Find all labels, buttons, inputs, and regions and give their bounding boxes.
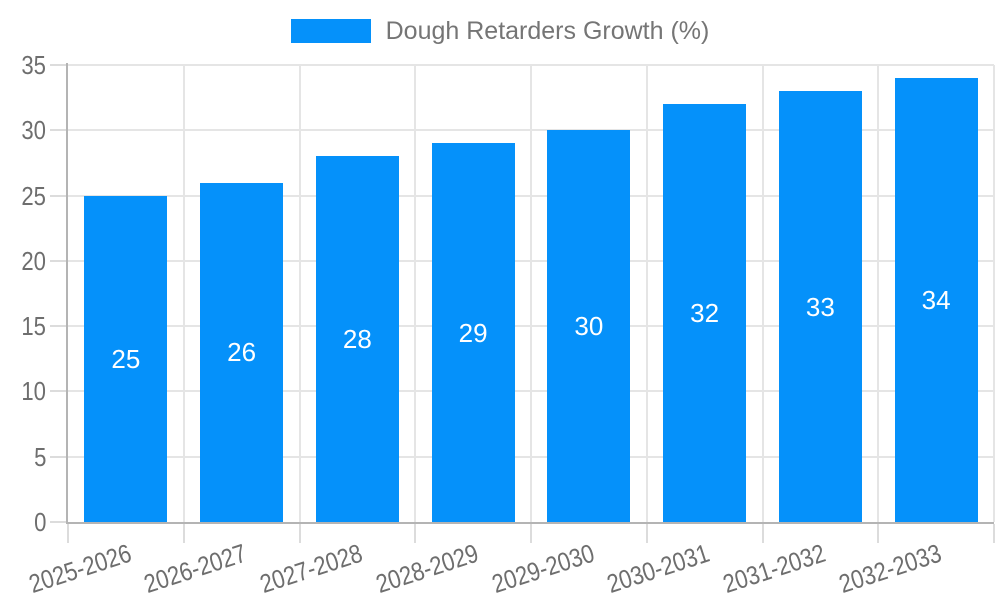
y-axis-label: 30: [21, 115, 46, 146]
x-axis-line: [66, 522, 994, 524]
x-axis-label: 2027-2028: [256, 537, 367, 599]
v-gridline: [298, 65, 301, 522]
bar-value-label: 29: [458, 317, 488, 348]
y-axis-label: 20: [21, 245, 46, 276]
bar[interactable]: [778, 91, 862, 522]
bar[interactable]: [315, 156, 399, 522]
y-tick: [50, 521, 68, 523]
bar-value-label: 34: [921, 285, 951, 316]
bar[interactable]: [894, 78, 978, 522]
bar[interactable]: [663, 104, 747, 522]
x-tick: [761, 524, 764, 543]
v-gridline: [761, 65, 764, 522]
legend-label: Dough Retarders Growth (%): [385, 17, 710, 45]
bar[interactable]: [431, 143, 515, 522]
y-tick: [50, 259, 68, 262]
x-axis-label: 2026-2027: [140, 537, 251, 599]
x-tick: [298, 524, 301, 543]
v-gridline: [877, 65, 880, 522]
bar-value-label: 32: [690, 298, 720, 329]
x-axis-label: 2028-2029: [371, 537, 482, 599]
bar-value-label: 33: [805, 291, 835, 322]
x-tick: [67, 524, 69, 543]
bar-value-label: 30: [574, 311, 604, 342]
y-axis-label: 35: [21, 50, 46, 80]
x-axis-label: 2030-2031: [603, 537, 714, 599]
y-tick: [50, 194, 68, 197]
y-tick: [50, 390, 68, 393]
bar-value-label: 26: [227, 337, 257, 368]
v-gridline: [182, 65, 185, 522]
x-axis-label: 2025-2026: [24, 537, 135, 599]
y-tick: [50, 455, 68, 458]
v-gridline: [645, 65, 648, 522]
x-axis-label: 2029-2030: [487, 537, 598, 599]
bar[interactable]: [200, 182, 284, 522]
v-gridline: [414, 65, 417, 522]
y-axis-label: 10: [21, 376, 46, 407]
x-axis-label: 2032-2033: [834, 537, 945, 599]
y-tick: [50, 129, 68, 132]
bar[interactable]: [84, 195, 168, 522]
y-tick: [50, 325, 68, 328]
y-axis-label: 5: [33, 441, 46, 472]
legend-swatch: [290, 19, 371, 43]
x-tick: [993, 524, 995, 543]
bar-value-label: 28: [342, 324, 372, 355]
x-tick: [645, 524, 648, 543]
x-tick: [530, 524, 532, 543]
legend[interactable]: Dough Retarders Growth (%): [0, 16, 1000, 46]
bar[interactable]: [547, 130, 631, 522]
y-axis-label: 25: [21, 180, 46, 211]
v-gridline: [993, 65, 995, 522]
y-axis-label: 0: [33, 507, 46, 537]
y-axis-line: [66, 63, 68, 524]
v-gridline: [530, 65, 532, 522]
bar-value-label: 25: [111, 343, 141, 374]
x-tick: [877, 524, 880, 543]
x-tick: [182, 524, 185, 543]
y-axis-label: 15: [21, 311, 46, 342]
x-tick: [414, 524, 417, 543]
y-tick: [50, 64, 68, 66]
x-axis-label: 2031-2032: [719, 537, 830, 599]
